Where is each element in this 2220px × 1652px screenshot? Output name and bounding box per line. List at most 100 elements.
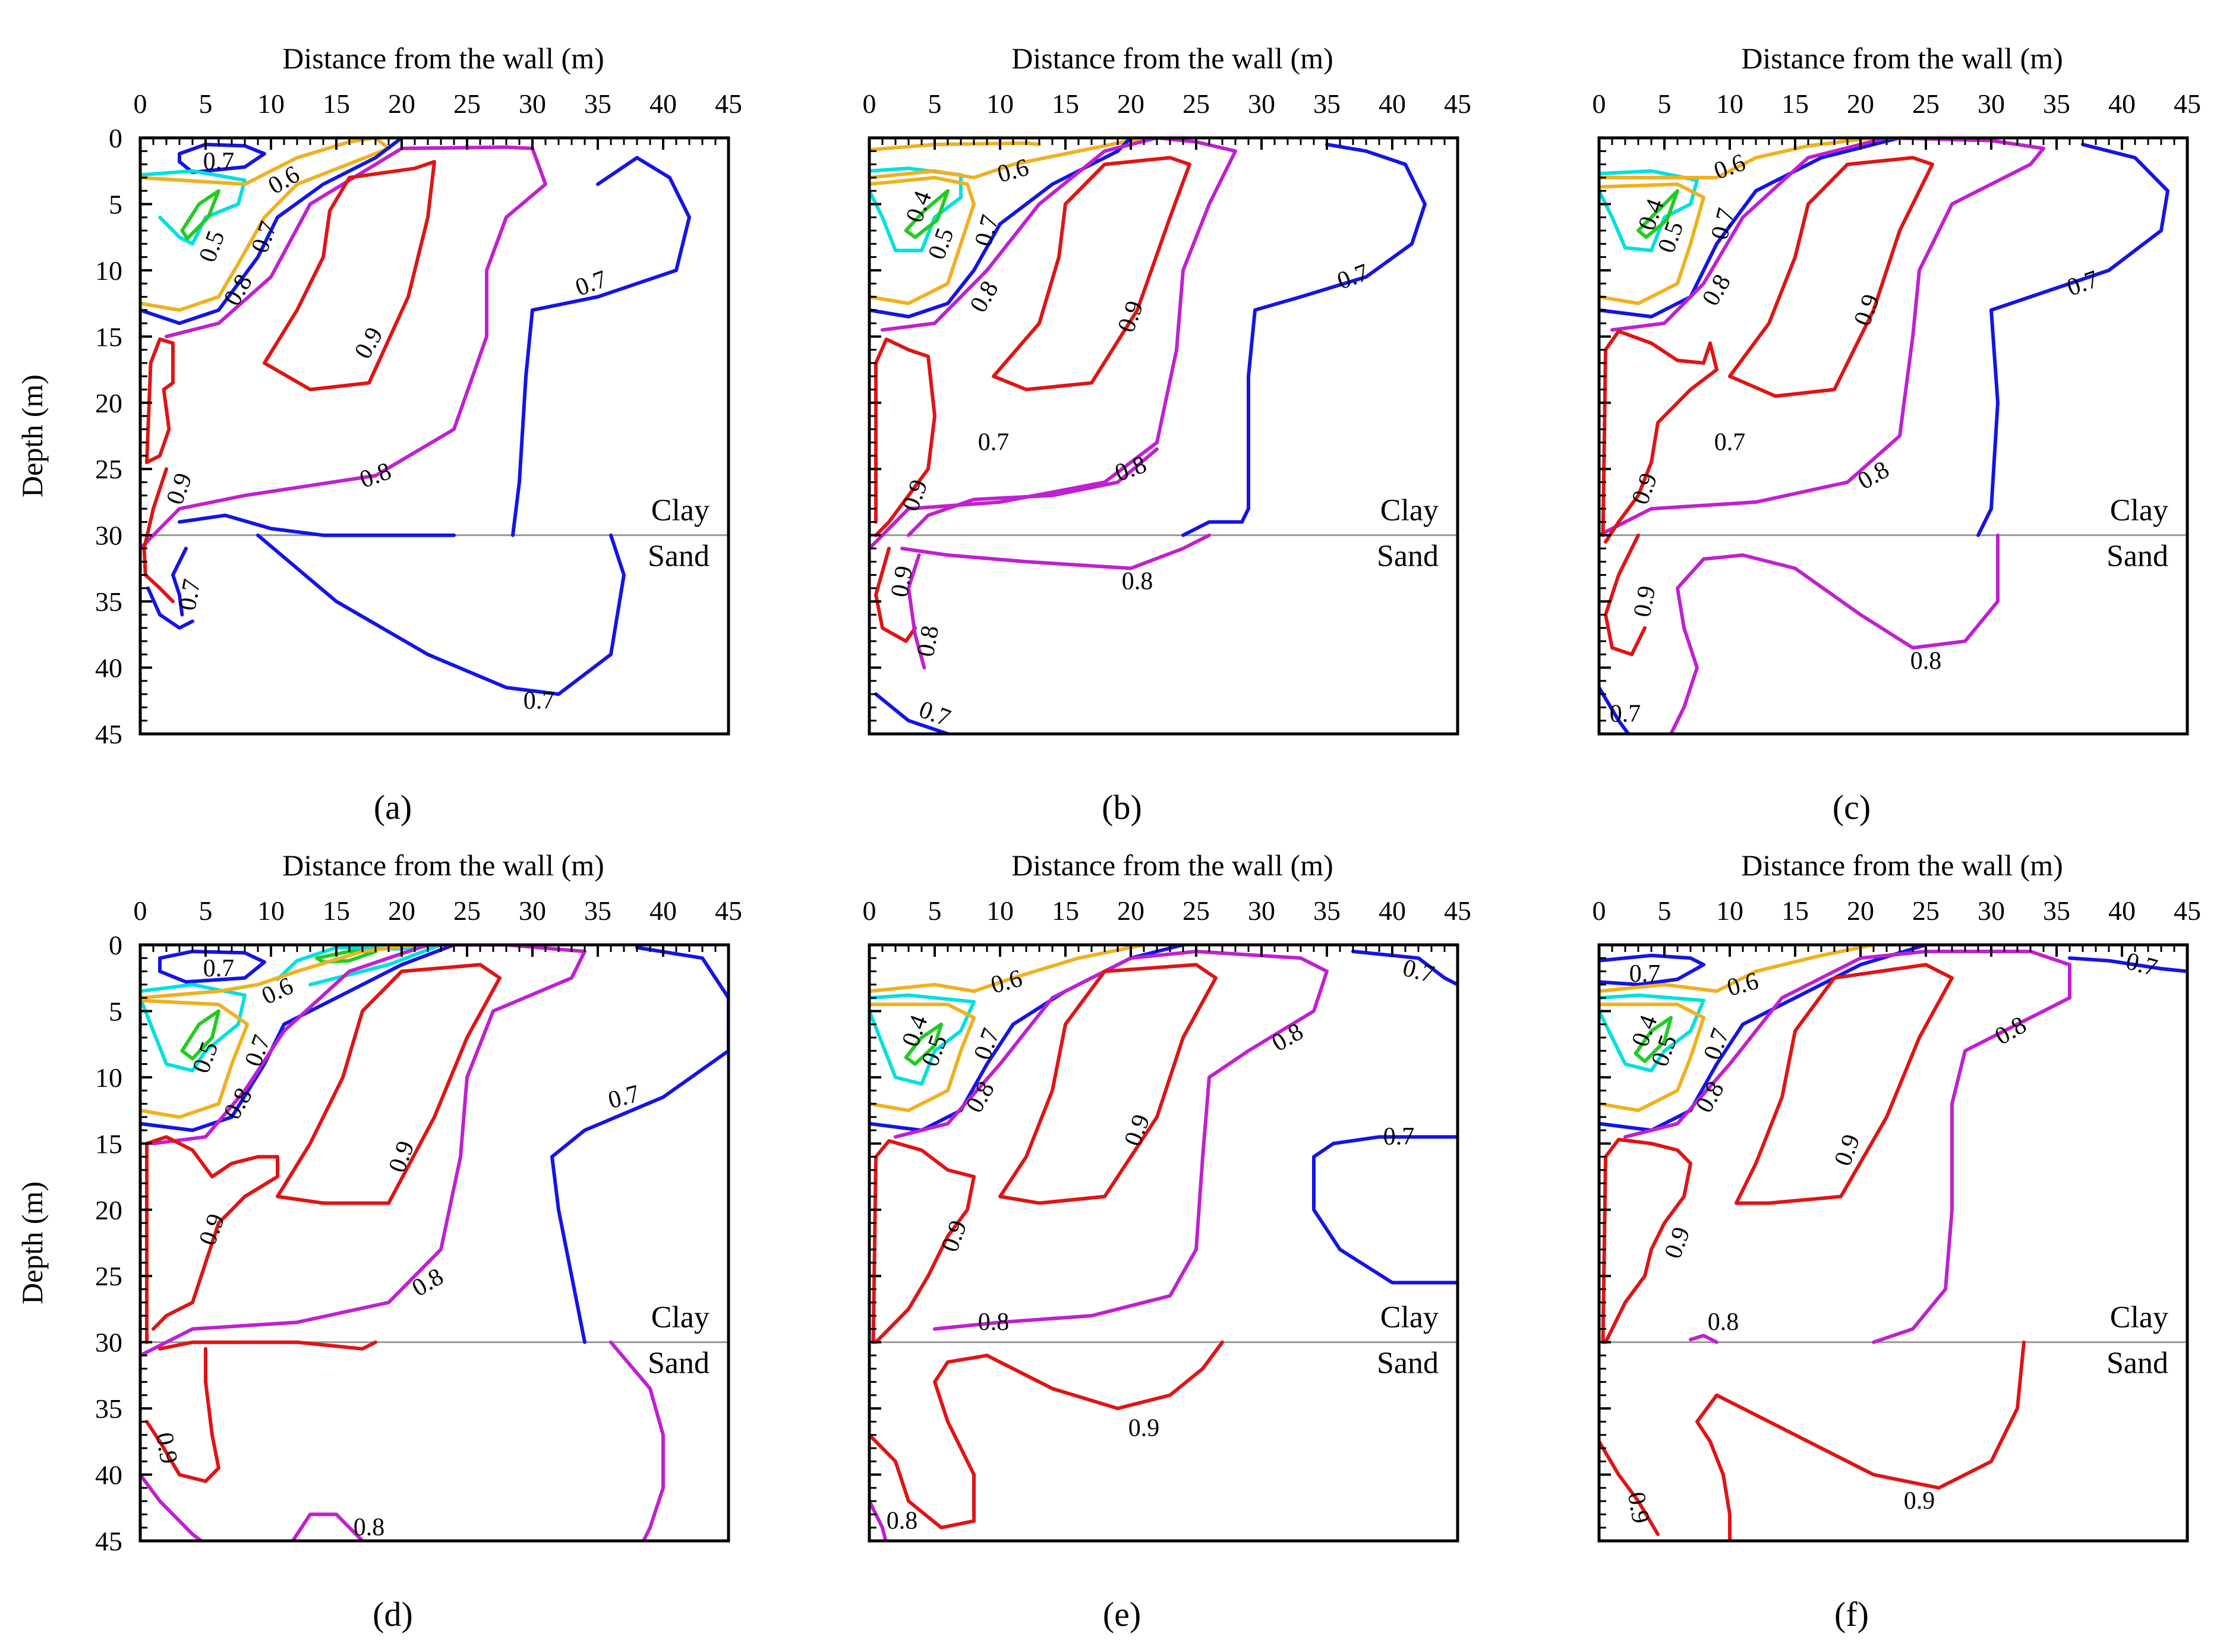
x-tick-label: 40 [1379,896,1406,926]
panel-label: (b) [1102,788,1142,827]
contour-line-0-7 [1976,143,2169,537]
x-tick-label: 25 [1182,896,1210,926]
x-tick-label: 25 [1912,896,1940,926]
x-tick-label: 35 [584,89,611,119]
contour-line-0-6 [140,945,417,1000]
plot-frame [868,943,1459,1543]
panel-label: (a) [374,788,412,827]
contour-line-0-7 [178,143,266,174]
plot-frame [868,136,1459,736]
x-tick-label: 45 [1444,89,1471,119]
y-tick-label: 20 [95,388,122,418]
x-tick-label: 10 [986,89,1014,119]
layer-label-sand: Sand [1377,540,1439,573]
contour-line-0-5 [869,993,976,1086]
contour-lines [140,945,729,1541]
x-axis-title: Distance from the wall (m) [282,849,604,882]
contour-lines [869,945,1458,1541]
panel-label: (e) [1103,1595,1141,1634]
x-tick-label: 45 [2174,896,2201,926]
plot-frame [138,943,730,1543]
x-tick-label: 35 [1313,89,1341,119]
contour-label: 0.9 [1622,1490,1654,1525]
contour-line-0-4 [1636,189,1679,239]
contour-line-0-6 [1599,182,1705,305]
y-tick-label: 0 [109,930,122,960]
contour-line-0-7 [146,586,194,630]
y-tick-label: 40 [95,653,122,683]
contour-line-0-7 [1599,953,1705,986]
y-tick-label: 25 [95,454,122,484]
contour-line-0-4 [1634,1016,1673,1064]
x-tick-label: 0 [863,896,876,926]
contour-line-0-7 [140,138,403,325]
panel-label: (d) [373,1595,413,1634]
contour-line-0-9 [1735,963,1954,1205]
contour-line-0-8 [140,945,586,1357]
contour-line-0-9 [158,1340,377,1351]
layer-label-sand: Sand [1377,1347,1439,1380]
contour-line-0-7 [256,533,626,696]
contour-line-0-7 [1599,686,1631,734]
x-tick-label: 40 [2108,896,2136,926]
x-tick-label: 10 [257,896,285,926]
contour-label: 0.7 [203,955,235,982]
contour-line-0-7 [2068,956,2187,973]
y-tick-label: 30 [95,521,122,551]
contour-line-0-9 [1728,156,1934,398]
x-tick-label: 35 [1313,896,1341,926]
contour-label: 0.7 [1629,960,1661,988]
contour-panel: 0.60.40.5 0.70.80.80.9 0.70.70.90.80.90.80… [863,849,1472,1634]
panel-label: (f) [1834,1595,1869,1634]
x-tick-label: 5 [928,89,942,119]
contour-line-0-7 [1312,1155,1458,1285]
plot-frame [138,136,730,736]
contour-line-0-7 [1351,950,1458,986]
contour-line-0-8 [907,553,926,670]
contour-label: 0.7 [174,577,206,613]
x-tick-label: 10 [257,89,285,119]
contour-line-0-8 [140,1473,204,1541]
contour-line-0-6 [869,138,1146,179]
contour-line-0-9 [874,547,917,643]
layer-label-clay: Clay [2110,494,2168,528]
x-tick-label: 0 [1593,896,1606,926]
layer-label-clay: Clay [2110,1301,2168,1335]
contour-line-0-9 [145,1135,279,1344]
x-tick-label: 40 [1379,89,1406,119]
x-tick-label: 15 [1052,896,1079,926]
contour-line-0-8 [1623,950,2071,1344]
layer-label-sand: Sand [2107,1347,2168,1380]
x-tick-label: 0 [1593,89,1606,119]
x-tick-label: 30 [519,89,546,119]
contour-label: 0.9 [150,1430,182,1466]
contour-line-0-9 [1601,329,1718,544]
contour-line-0-8 [609,1340,665,1541]
panel-label: (c) [1833,788,1871,827]
contour-line-0-7 [869,138,1133,319]
x-tick-label: 0 [863,89,876,119]
x-tick-label: 25 [1912,89,1940,119]
x-tick-label: 45 [715,896,742,926]
x-tick-label: 35 [584,896,611,926]
x-tick-label: 20 [1847,896,1874,926]
x-tick-label: 15 [1052,89,1079,119]
x-tick-label: 30 [1248,89,1275,119]
contour-lines [869,138,1427,734]
x-tick-label: 15 [323,896,350,926]
contour-line-0-9 [145,337,175,465]
y-tick-label: 35 [95,1394,122,1424]
contour-line-0-8 [1599,138,2045,537]
contour-line-0-9 [1599,1439,1660,1536]
plot-frame [1597,943,2189,1543]
x-tick-label: 30 [1978,89,2005,119]
contour-line-0-9 [992,156,1191,392]
x-axis-title: Distance from the wall (m) [1011,42,1333,75]
y-tick-label: 15 [95,321,122,352]
contour-label: 0.7 [1714,429,1746,456]
x-tick-label: 35 [2043,89,2070,119]
contour-line-0-6 [869,1002,976,1112]
contour-label: 0.8 [912,623,944,659]
contour-line-0-8 [900,533,1211,570]
